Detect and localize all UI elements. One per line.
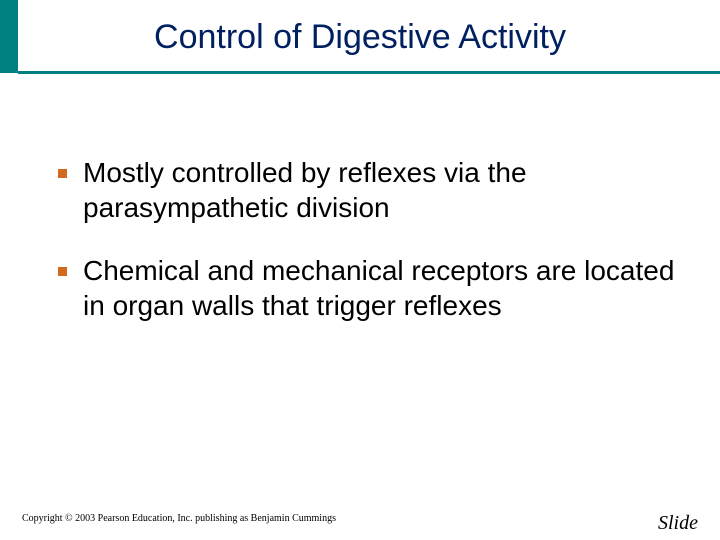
copyright-text: Copyright © 2003 Pearson Education, Inc.… — [22, 513, 336, 524]
content-area: Mostly controlled by reflexes via the pa… — [58, 155, 680, 351]
list-item: Mostly controlled by reflexes via the pa… — [58, 155, 680, 225]
bullet-icon — [58, 169, 67, 178]
accent-horizontal-rule — [18, 71, 720, 74]
list-item: Chemical and mechanical receptors are lo… — [58, 253, 680, 323]
slide-number: Slide — [658, 513, 698, 534]
bullet-text: Chemical and mechanical receptors are lo… — [83, 253, 680, 323]
bullet-text: Mostly controlled by reflexes via the pa… — [83, 155, 680, 225]
bullet-icon — [58, 267, 67, 276]
slide-title: Control of Digestive Activity — [0, 18, 720, 57]
slide-label: Slide — [658, 512, 698, 534]
